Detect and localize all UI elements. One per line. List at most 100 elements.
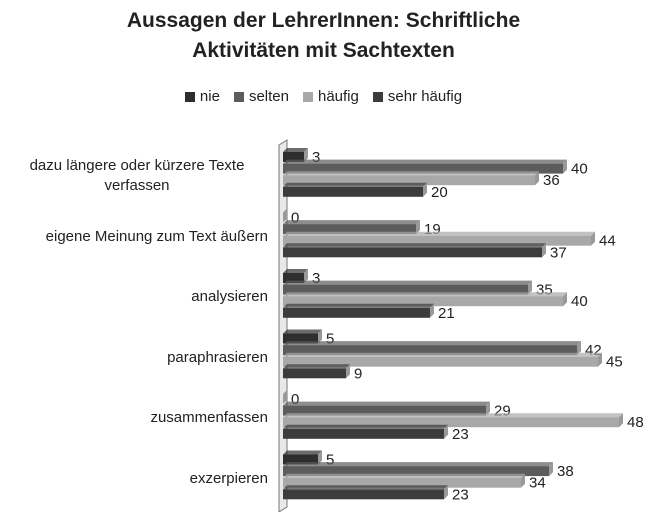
- bar: [283, 345, 577, 356]
- value-label: 20: [431, 184, 448, 201]
- bar: [283, 296, 563, 307]
- chart-title: Aussagen der LehrerInnen: Schriftliche A…: [126, 9, 521, 62]
- bar-top: [283, 303, 434, 308]
- bar-end: [283, 390, 287, 404]
- bar-top: [283, 329, 322, 334]
- bar-end: [528, 280, 532, 295]
- bar: [283, 405, 486, 416]
- legend-label: sehr häufig: [387, 88, 463, 105]
- bar-top: [283, 243, 546, 248]
- bar: [283, 224, 416, 235]
- value-label: 3: [312, 149, 320, 166]
- value-label: 0: [291, 209, 299, 226]
- bar-top: [283, 292, 567, 297]
- bar-top: [283, 231, 595, 236]
- category-label: zusammenfassen: [150, 409, 268, 427]
- bar: [283, 186, 423, 197]
- bar-end: [486, 401, 490, 416]
- bar-end: [444, 485, 448, 500]
- legend-swatch: [302, 91, 313, 102]
- bar-top: [283, 450, 322, 455]
- legend-item: sehr häufig: [372, 88, 463, 105]
- bar: [283, 163, 563, 174]
- bar: [283, 477, 521, 488]
- bar-top: [283, 341, 581, 346]
- bar-top: [283, 269, 308, 273]
- bar-end: [535, 171, 539, 186]
- legend-label: selten: [248, 88, 289, 105]
- legend-label: häufig: [317, 88, 359, 105]
- value-label: 21: [438, 305, 455, 322]
- bar: [283, 247, 542, 258]
- bar: [283, 368, 346, 379]
- bar-top: [283, 424, 448, 429]
- bar: [283, 356, 598, 367]
- value-label: 5: [326, 330, 334, 347]
- legend-swatch: [372, 91, 383, 102]
- value-label: 5: [326, 451, 334, 468]
- bar-top: [283, 364, 350, 369]
- category-label: eigene Meinung zum Text äußern: [45, 227, 268, 245]
- bar-top: [283, 485, 448, 490]
- bar-end: [521, 473, 525, 488]
- bar-top: [283, 148, 308, 152]
- bar-end: [416, 220, 420, 235]
- title-box: Aussagen der LehrerInnen: Schriftliche A…: [0, 6, 647, 66]
- value-label: 23: [452, 486, 469, 503]
- legend-item: selten: [233, 88, 289, 105]
- bar: [283, 175, 535, 186]
- bar: [283, 273, 304, 283]
- bar: [283, 428, 444, 439]
- bar-end: [423, 182, 427, 197]
- bar: [283, 235, 591, 246]
- bar-end: [619, 413, 623, 428]
- value-label: 44: [599, 233, 616, 250]
- bar-top: [283, 401, 490, 406]
- value-label: 45: [606, 354, 623, 371]
- bar-end: [591, 231, 595, 246]
- bar: [283, 333, 318, 344]
- bar-end: [318, 450, 322, 465]
- legend-item: häufig: [302, 88, 359, 105]
- bar-end: [563, 292, 567, 307]
- category-label: dazu längere oder kürzere Texte verfasse…: [29, 157, 245, 195]
- bar-end: [444, 424, 448, 439]
- bar-end: [304, 269, 308, 283]
- bar-top: [283, 473, 525, 478]
- bar: [283, 466, 549, 477]
- bar-end: [283, 208, 287, 223]
- bar-top: [283, 171, 539, 176]
- bar: [283, 417, 619, 428]
- bar-end: [549, 462, 553, 477]
- bar: [283, 454, 318, 465]
- legend: nie selten häufig sehr häufig: [0, 88, 647, 105]
- value-label: 40: [571, 161, 588, 178]
- legend-swatch: [184, 91, 195, 102]
- bar-end: [563, 159, 567, 174]
- value-label: 34: [529, 475, 546, 492]
- value-label: 9: [354, 365, 362, 382]
- category-label: analysieren: [191, 288, 268, 306]
- bar-top: [283, 462, 553, 467]
- legend-label: nie: [199, 88, 220, 105]
- bar-top: [283, 159, 567, 164]
- value-label: 23: [452, 426, 469, 443]
- legend-swatch: [233, 91, 244, 102]
- bar: [283, 284, 528, 295]
- category-label: exzerpieren: [189, 469, 268, 487]
- bar-end: [598, 352, 602, 367]
- value-label: 40: [571, 293, 588, 310]
- bar: [283, 307, 430, 318]
- category-label: paraphrasieren: [167, 348, 268, 366]
- bar-end: [304, 148, 308, 162]
- value-label: 38: [557, 463, 574, 480]
- bar: [283, 489, 444, 500]
- value-label: 3: [312, 270, 320, 287]
- bar-end: [318, 329, 322, 344]
- value-label: 36: [543, 172, 560, 189]
- legend-item: nie: [184, 88, 220, 105]
- value-label: 37: [550, 244, 567, 261]
- bar-end: [577, 341, 581, 356]
